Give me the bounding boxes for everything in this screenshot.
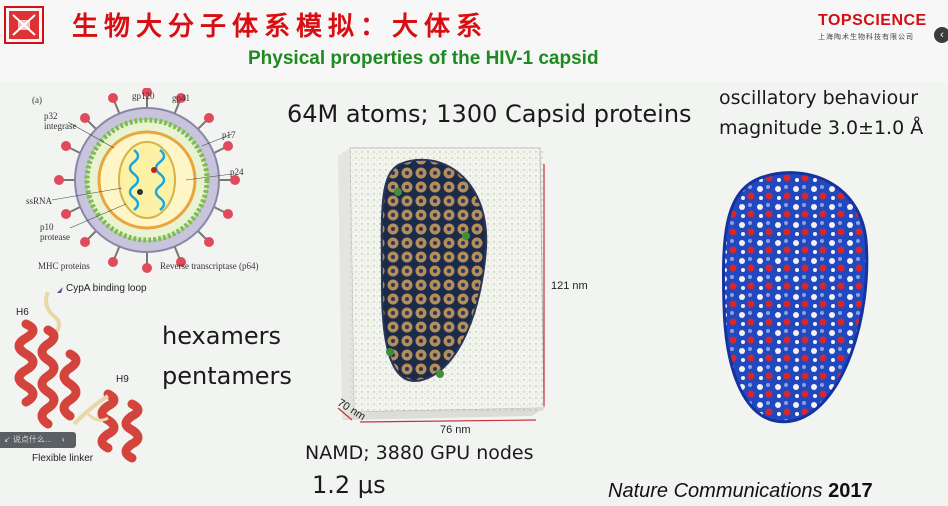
capsid-surface-render: [721, 171, 869, 424]
arrow-marker-icon: [57, 287, 63, 293]
label-flexible-linker: Flexible linker: [32, 453, 94, 464]
label-cypa-loop: CypA binding loop: [66, 283, 147, 294]
slide-header: [0, 0, 948, 82]
pentamers-text: pentamers: [162, 362, 292, 390]
hiv-virion-diagram: [51, 88, 240, 273]
journal-name: Nature Communications: [608, 480, 823, 502]
hexamers-text: hexamers: [162, 322, 281, 350]
capsid-protein-ribbon: [14, 291, 143, 463]
comment-bar[interactable]: ↙ 说点什么... ‹: [0, 432, 76, 448]
brand-logo: TOPSCIENCE: [818, 12, 927, 29]
label-p17: p17: [222, 130, 236, 140]
oscillation-line-2: magnitude 3.0±1.0 Å: [719, 117, 924, 139]
label-mhc: MHC proteins: [38, 261, 90, 271]
label-protease: protease: [40, 232, 70, 242]
namd-text: NAMD; 3880 GPU nodes: [305, 442, 534, 464]
oscillation-line-1: oscillatory behaviour: [719, 87, 919, 109]
label-gp41: gp41: [172, 93, 190, 103]
page-title: 生物大分子体系模拟：大体系: [72, 12, 489, 42]
label-p32: p32: [44, 111, 58, 121]
label-gp120: gp120: [132, 91, 155, 101]
collapse-side-button[interactable]: ‹: [934, 27, 948, 43]
capsid-simulation-box: [337, 147, 545, 423]
simulation-time-text: 1.2 μs: [312, 471, 386, 499]
label-integrase: integrase: [44, 121, 77, 131]
box-width-label: 76 nm: [440, 424, 471, 436]
label-p10: p10: [40, 222, 54, 232]
atoms-text: 64M atoms; 1300 Capsid proteins: [287, 100, 692, 128]
journal-year: 2017: [828, 480, 873, 502]
box-height-label: 121 nm: [551, 280, 588, 292]
page-subtitle: Physical properties of the HIV-1 capsid: [248, 48, 599, 69]
label-h6: H6: [16, 307, 29, 318]
label-ssrna: ssRNA: [26, 196, 53, 206]
comment-bar-collapse-icon[interactable]: ‹: [62, 435, 65, 444]
slide-logo-icon: [4, 6, 44, 44]
journal-citation: Nature Communications 2017: [608, 480, 873, 503]
brand-subtitle: 上海陶术生物科技有限公司: [818, 33, 914, 41]
label-p24: p24: [230, 167, 244, 177]
diagram-panel-label: (a): [32, 95, 42, 105]
comment-bar-text: ↙ 说点什么...: [4, 435, 52, 444]
label-reverse-transcriptase: Reverse transcriptase (p64): [160, 261, 259, 271]
label-h9: H9: [116, 374, 129, 385]
